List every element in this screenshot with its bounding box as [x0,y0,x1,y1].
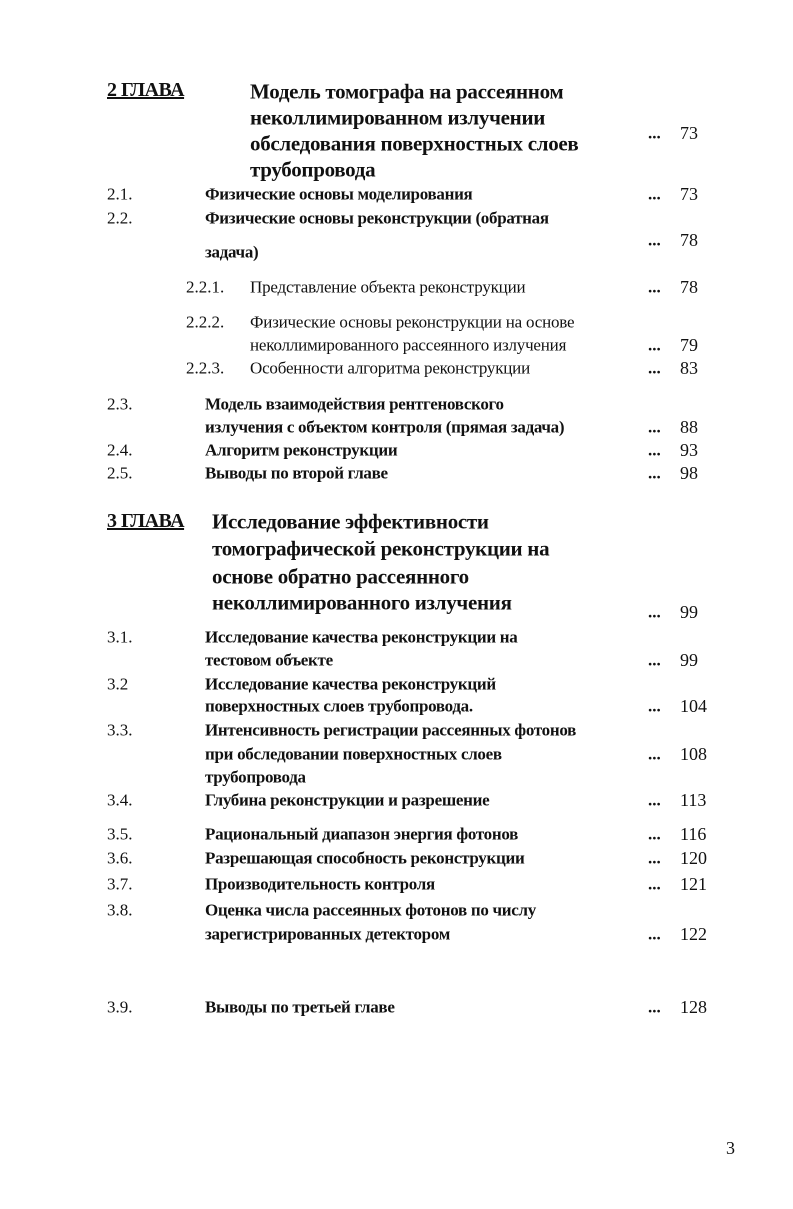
section-number: 2.4. [107,440,133,460]
section-number: 3.5. [107,824,133,844]
leader-dots: ... [648,790,661,810]
section-page-number: 104 [680,696,707,716]
section-number: 3.2 [107,674,129,694]
section-page-number: 78 [680,277,698,297]
section-page-number: 83 [680,358,698,378]
section-number: 2.2.2. [186,312,225,332]
section-number: 2.3. [107,394,133,414]
section-title-line: Рациональный диапазон энергия фотонов [205,824,519,844]
chapter-title-line: Модель томографа на рассеянном [250,79,564,104]
section-page-number: 99 [680,650,698,670]
chapter-title-line: Исследование эффективности [212,509,489,534]
section-page-number: 120 [680,848,707,868]
section-title-line: Исследование качества реконструкций [205,674,496,694]
section-page-number: 88 [680,417,698,437]
section-page-number: 122 [680,924,707,944]
section-title-line: излучения с объектом контроля (прямая за… [205,417,565,437]
section-title-line: Физические основы моделирования [205,184,473,204]
section-title-line: Выводы по второй главе [205,463,388,483]
leader-dots: ... [648,358,661,378]
section-number: 2.2. [107,208,133,228]
leader-dots: ... [648,417,661,437]
section-number: 2.2.3. [186,358,225,378]
chapter-title-line: неколлимированного излучения [212,590,512,615]
chapter-title-line: обследования поверхностных слоев [250,131,579,156]
section-title-line: зарегистрированных детектором [205,924,450,944]
section-title-line: Физические основы реконструкции на основ… [250,312,575,332]
leader-dots: ... [648,997,661,1017]
chapter-title-line: трубопровода [250,157,376,182]
section-number: 3.7. [107,874,133,894]
section-title-line: Алгоритм реконструкции [205,440,398,460]
chapter-label: 3 ГЛАВА [107,510,185,532]
leader-dots: ... [648,824,661,844]
leader-dots: ... [648,874,661,894]
chapter-page-number: 73 [680,123,698,143]
chapter-page-number: 99 [680,602,698,622]
section-title-line: Выводы по третьей главе [205,997,395,1017]
section-page-number: 78 [680,230,698,250]
section-title-line: при обследовании поверхностных слоев [205,744,502,764]
section-title-line: Производительность контроля [205,874,435,894]
section-page-number: 113 [680,790,707,810]
section-title-line: неколлимированного рассеянного излучения [250,335,567,355]
section-title-line: Модель взаимодействия рентгеновского [205,394,504,414]
leader-dots: ... [648,650,661,670]
section-title-line: Интенсивность регистрации рассеянных фот… [205,720,576,740]
section-title-line: Разрешающая способность реконструкции [205,848,525,868]
section-page-number: 98 [680,463,698,483]
section-title-line: Исследование качества реконструкции на [205,627,518,647]
section-title-line: задача) [205,242,259,262]
section-number: 3.8. [107,900,133,920]
section-number: 3.6. [107,848,133,868]
leader-dots: ... [648,602,661,622]
leader-dots: ... [648,924,661,944]
leader-dots: ... [648,696,661,716]
section-page-number: 73 [680,184,698,204]
leader-dots: ... [648,848,661,868]
section-page-number: 93 [680,440,698,460]
leader-dots: ... [648,440,661,460]
leader-dots: ... [648,744,661,764]
section-page-number: 128 [680,997,707,1017]
page-number: 3 [726,1138,735,1158]
section-title-line: Оценка числа рассеянных фотонов по числу [205,900,536,920]
section-title-line: трубопровода [205,767,306,787]
section-number: 2.5. [107,463,133,483]
section-page-number: 108 [680,744,707,764]
section-number: 3.3. [107,720,133,740]
section-title-line: Особенности алгоритма реконструкции [250,358,530,378]
chapter-title-line: неколлимированном излучении [250,105,546,130]
section-page-number: 121 [680,874,707,894]
section-title-line: поверхностных слоев трубопровода. [205,696,473,716]
section-title-line: тестовом объекте [205,650,333,670]
section-page-number: 116 [680,824,707,844]
section-title-line: Глубина реконструкции и разрешение [205,790,490,810]
leader-dots: ... [648,230,661,250]
leader-dots: ... [648,335,661,355]
section-number: 2.2.1. [186,277,225,297]
section-number: 3.1. [107,627,133,647]
chapter-label: 2 ГЛАВА [107,79,185,101]
section-title-line: Физические основы реконструкции (обратна… [205,208,549,228]
leader-dots: ... [648,463,661,483]
chapter-title-line: томографической реконструкции на [212,536,550,561]
leader-dots: ... [648,277,661,297]
chapter-title-line: основе обратно рассеянного [212,564,469,589]
section-title-line: Представление объекта реконструкции [250,277,526,297]
section-page-number: 79 [680,335,698,355]
section-number: 2.1. [107,184,133,204]
leader-dots: ... [648,123,661,143]
leader-dots: ... [648,184,661,204]
section-number: 3.4. [107,790,133,810]
section-number: 3.9. [107,997,133,1017]
